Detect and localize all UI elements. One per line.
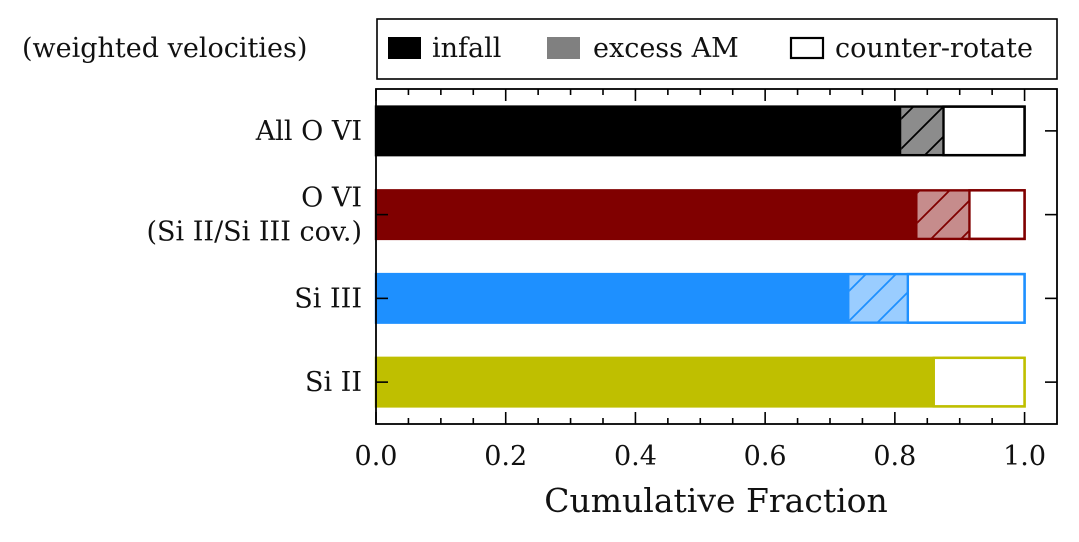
x-tick-label: 1.0 (1003, 441, 1046, 472)
x-tick-label: 0.4 (614, 441, 657, 472)
category-labels: All O VI O VI(Si II/Si III cov.) Si III Si … (146, 116, 362, 398)
x-tick-label: 0.6 (744, 441, 787, 472)
legend-label-excess-am: excess AM (593, 33, 739, 64)
plot-frame (375, 88, 1058, 425)
bar-group-ovi-cov (374, 189, 1026, 241)
x-tick-labels: 0.0 0.2 0.4 0.6 0.8 1.0 (355, 441, 1047, 472)
legend-frame (376, 18, 1058, 80)
bar-infall-sii (376, 357, 934, 407)
bar-infall-ovi-cov (376, 190, 918, 239)
legend-swatch-infall (388, 37, 421, 59)
bar-counter-rotate-sii (932, 356, 1026, 408)
bar-group-sii (374, 356, 1026, 408)
x-axis-label: Cumulative Fraction (544, 481, 888, 520)
bar-excess-am-hatch-all-ovi (901, 106, 944, 156)
category-label-ovi-cov-line2: (Si II/Si III cov.) (146, 217, 362, 248)
chart-title: (weighted velocities) (22, 33, 307, 64)
x-tick-label: 0.0 (355, 441, 398, 472)
category-label-siiii: Si III (294, 283, 362, 314)
bars-group (374, 105, 1026, 408)
legend-swatch-counter-rotate (789, 36, 825, 60)
legend-label-infall: infall (432, 33, 501, 64)
bar-excess-am-hatch-siiii (849, 274, 908, 323)
category-label-all-ovi: All O VI (255, 116, 362, 147)
legend: infall excess AM counter-rotate (376, 18, 1058, 80)
category-label-sii: Si II (305, 367, 362, 398)
bar-infall-all-ovi (376, 106, 902, 156)
bar-excess-am-hatch-ovi-cov (917, 190, 970, 239)
bar-group-all-ovi (374, 105, 1026, 157)
bar-counter-rotate-ovi-cov (968, 189, 1026, 241)
x-tick-label: 0.2 (484, 441, 527, 472)
category-label-ovi-cov-line1: O VI (301, 183, 362, 214)
bar-group-siiii (374, 272, 1026, 324)
bar-infall-siiii (376, 274, 850, 323)
bar-counter-rotate-all-ovi (942, 105, 1026, 157)
x-tick-label: 0.8 (873, 441, 916, 472)
bar-counter-rotate-siiii (906, 272, 1026, 324)
legend-swatch-excess-am (547, 37, 580, 59)
legend-label-counter-rotate: counter-rotate (835, 33, 1033, 64)
tick-marks (375, 89, 1057, 424)
